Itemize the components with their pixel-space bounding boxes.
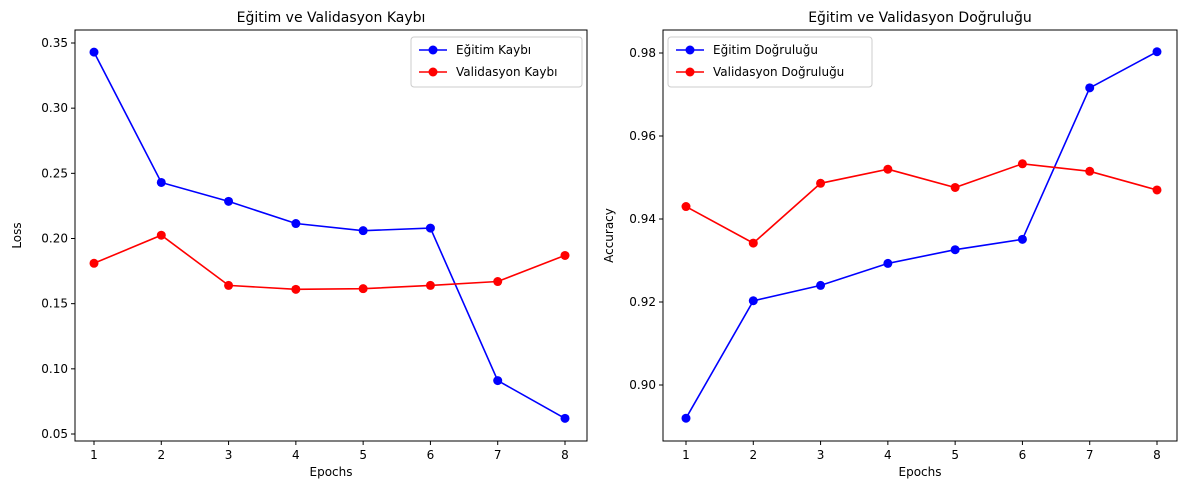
data-point	[224, 196, 234, 206]
y-tick-label: 0.10	[41, 362, 68, 376]
data-point	[493, 277, 503, 287]
legend-box	[667, 36, 873, 88]
series-line-1	[685, 162, 1158, 245]
data-point	[883, 258, 893, 268]
data-point	[358, 226, 368, 236]
legend-marker	[428, 45, 438, 55]
legend-marker	[428, 67, 438, 77]
x-tick-label: 7	[494, 448, 502, 462]
x-tick-label: 1	[682, 448, 690, 462]
y-tick-label: 0.90	[629, 378, 656, 392]
data-point	[1017, 234, 1027, 244]
x-tick-label: 7	[1086, 448, 1094, 462]
series-line-1	[93, 234, 566, 291]
data-point	[89, 47, 99, 57]
x-tick-label: 3	[225, 448, 233, 462]
y-tick-label: 0.15	[41, 297, 68, 311]
chart-title: Eğitim ve Validasyon Kaybı	[237, 10, 426, 26]
x-tick-label: 2	[157, 448, 165, 462]
x-tick-label: 6	[427, 448, 435, 462]
legend-marker	[685, 45, 695, 55]
data-point	[816, 280, 826, 290]
legend: Eğitim Doğruluğu Validasyon Doğruluğu	[667, 36, 873, 88]
legend: Eğitim Kaybı Validasyon Kaybı	[410, 36, 583, 88]
x-tick-label: 5	[359, 448, 367, 462]
data-point	[291, 219, 301, 229]
data-point	[425, 223, 435, 233]
data-point	[358, 284, 368, 294]
legend-label: Validasyon Doğruluğu	[713, 65, 844, 79]
data-point	[748, 296, 758, 306]
data-point	[291, 284, 301, 294]
y-tick-label: 0.25	[41, 166, 68, 180]
y-axis-label: Loss	[10, 222, 24, 248]
x-tick-label: 2	[749, 448, 757, 462]
series-line-0	[93, 51, 566, 420]
data-point	[89, 258, 99, 268]
data-point	[681, 413, 691, 423]
data-point	[560, 250, 570, 260]
data-point	[425, 280, 435, 290]
data-point	[560, 413, 570, 423]
x-tick-label: 8	[561, 448, 569, 462]
plot-frame	[74, 29, 588, 442]
x-tick-label: 4	[884, 448, 892, 462]
data-point	[493, 376, 503, 386]
y-tick-label: 0.30	[41, 101, 68, 115]
y-tick-label: 0.20	[41, 232, 68, 246]
x-tick-label: 8	[1153, 448, 1161, 462]
legend-marker	[685, 67, 695, 77]
accuracy-chart: Eğitim ve Validasyon Doğruluğu 1 2 3 4 5 6 7 8 0.…	[602, 10, 1178, 479]
data-point	[681, 202, 691, 212]
data-point	[156, 177, 166, 187]
y-tick-label: 0.94	[629, 212, 656, 226]
x-axis-label: Epochs	[899, 465, 942, 479]
data-point	[1085, 166, 1095, 176]
data-point	[748, 238, 758, 248]
loss-chart: Eğitim ve Validasyon Kaybı 1 2 3 4 5 6 7 8 0.05 0.…	[10, 10, 588, 479]
x-tick-label: 5	[951, 448, 959, 462]
y-tick-label: 0.96	[629, 129, 656, 143]
y-tick-label: 0.05	[41, 427, 68, 441]
x-tick-label: 6	[1019, 448, 1027, 462]
y-axis-label: Accuracy	[602, 208, 616, 263]
legend-label: Eğitim Doğruluğu	[713, 43, 818, 57]
plot-frame	[662, 29, 1178, 442]
data-point	[1085, 83, 1095, 93]
legend-label: Validasyon Kaybı	[456, 65, 557, 79]
data-point	[883, 164, 893, 174]
series-line-0	[685, 51, 1158, 419]
x-tick-label: 3	[817, 448, 825, 462]
data-point	[950, 182, 960, 192]
data-point	[1152, 185, 1162, 195]
data-point	[1152, 47, 1162, 57]
data-point	[816, 178, 826, 188]
data-point	[224, 280, 234, 290]
x-tick-label: 1	[90, 448, 98, 462]
data-point	[950, 245, 960, 255]
chart-title: Eğitim ve Validasyon Doğruluğu	[808, 10, 1032, 26]
y-tick-label: 0.35	[41, 36, 68, 50]
data-point	[156, 230, 166, 240]
x-axis-label: Epochs	[310, 465, 353, 479]
y-tick-label: 0.98	[629, 46, 656, 60]
x-tick-label: 4	[292, 448, 300, 462]
y-tick-label: 0.92	[629, 295, 656, 309]
legend-label: Eğitim Kaybı	[456, 43, 531, 57]
legend-box	[410, 36, 583, 88]
data-point	[1017, 159, 1027, 169]
